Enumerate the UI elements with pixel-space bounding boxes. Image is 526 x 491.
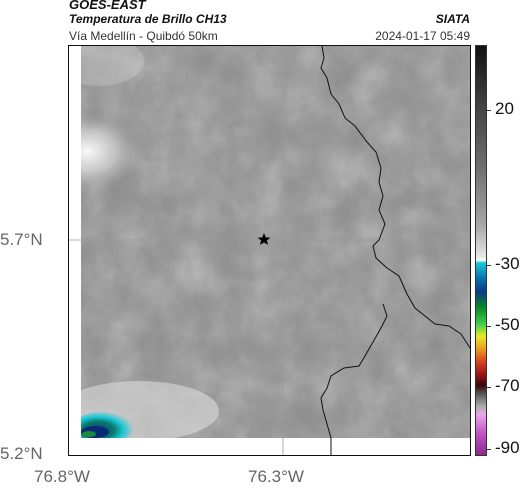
colorbar-tick — [486, 265, 491, 266]
product-title: Temperatura de Brillo CH13 — [69, 12, 227, 26]
colorbar-tick — [486, 387, 491, 388]
satellite-label: GOES-EAST — [69, 0, 146, 12]
colorbar-label: -90 — [495, 438, 520, 457]
colorbar-tick — [486, 110, 491, 111]
colorbar-label: 20 — [495, 99, 514, 118]
longitude-label: 76.8°W — [34, 467, 90, 486]
latitude-label: 5.2°N — [0, 444, 43, 463]
latitude-label: 5.7°N — [0, 230, 43, 249]
region-label: Vía Medellín - Quibdó 50km — [69, 29, 218, 43]
colorbar — [475, 45, 487, 456]
colorbar-label: -70 — [495, 376, 520, 395]
timestamp: 2024-01-17 05:49 — [375, 29, 470, 43]
colorbar-tick — [486, 326, 491, 327]
cloud-texture — [81, 46, 470, 438]
department-border — [320, 46, 470, 349]
colorbar-tick — [486, 449, 491, 450]
colorbar-label: -50 — [495, 315, 520, 334]
warm-cloud-area — [69, 113, 142, 189]
department-border-south — [320, 303, 388, 455]
colorbar-label: -30 — [495, 254, 520, 273]
longitude-label: 76.3°W — [248, 467, 304, 486]
satellite-map — [68, 45, 471, 456]
star-icon — [257, 233, 271, 245]
organization-label: SIATA — [435, 12, 470, 26]
